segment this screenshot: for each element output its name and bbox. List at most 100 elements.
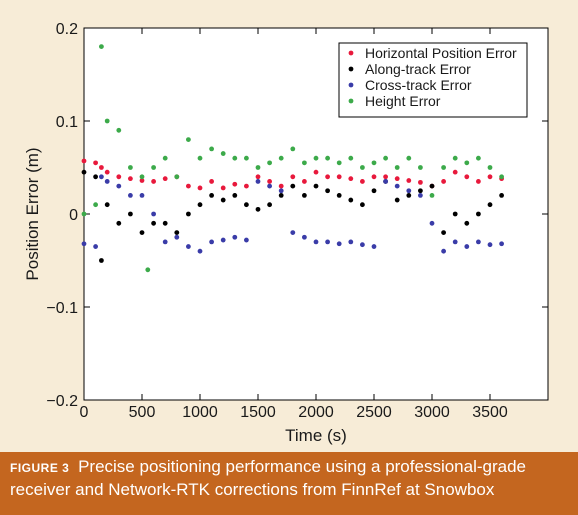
- data-point: [499, 193, 504, 198]
- data-point: [267, 179, 272, 184]
- data-point: [139, 230, 145, 236]
- data-point: [371, 160, 377, 166]
- data-point: [162, 176, 168, 182]
- y-tick-label: 0.1: [56, 114, 78, 131]
- data-point: [197, 155, 203, 161]
- data-point: [406, 155, 412, 161]
- data-point: [383, 155, 388, 161]
- data-point: [127, 176, 133, 182]
- data-point: [383, 179, 388, 184]
- data-point: [104, 202, 110, 208]
- data-point: [325, 155, 330, 161]
- data-point: [255, 179, 261, 184]
- data-point: [290, 230, 296, 236]
- data-point: [186, 137, 191, 143]
- data-point: [348, 239, 354, 245]
- data-point: [209, 179, 215, 184]
- data-point: [116, 174, 122, 180]
- data-points: [81, 44, 504, 273]
- data-point: [394, 176, 400, 182]
- y-tick-label: 0: [69, 207, 78, 224]
- legend-entry: Horizontal Position Error: [365, 45, 517, 61]
- data-point: [429, 220, 435, 226]
- data-point: [360, 179, 365, 184]
- x-tick-label: 1000: [182, 404, 218, 421]
- data-point: [394, 183, 400, 189]
- data-point: [99, 174, 104, 180]
- y-tick-label: −0.2: [46, 393, 78, 410]
- data-point: [313, 239, 319, 245]
- y-tick-label: −0.1: [46, 300, 78, 317]
- data-point: [429, 183, 435, 189]
- data-point: [93, 244, 98, 249]
- data-point: [278, 188, 284, 194]
- data-point: [104, 179, 110, 184]
- data-point: [197, 185, 203, 191]
- data-point: [348, 176, 354, 182]
- data-point: [209, 193, 215, 198]
- data-point: [418, 179, 423, 185]
- data-point: [302, 234, 307, 240]
- data-point: [360, 242, 365, 248]
- figure-caption-text: Precise positioning performance using a …: [10, 457, 526, 499]
- data-point: [406, 178, 412, 183]
- data-point: [244, 183, 249, 189]
- data-point: [197, 202, 203, 208]
- axis-ticks: 0 500 1000 1500 2000 2500 3000 3500 −0.2 −0.1 0 0.1…: [46, 21, 548, 421]
- figure-caption: FIGURE 3 Precise positioning performance…: [0, 452, 578, 515]
- data-point: [145, 267, 151, 273]
- data-point: [81, 169, 87, 175]
- data-point: [127, 193, 133, 198]
- data-point: [325, 174, 330, 180]
- data-point: [499, 174, 504, 180]
- data-point: [452, 211, 458, 217]
- data-point: [232, 193, 238, 198]
- y-tick-label: 0.2: [56, 21, 78, 38]
- legend-marker: [348, 50, 354, 56]
- data-point: [99, 44, 104, 49]
- data-point: [267, 160, 272, 166]
- x-axis-label: Time (s): [285, 426, 347, 445]
- data-point: [476, 155, 481, 161]
- data-point: [418, 188, 423, 194]
- data-point: [244, 202, 249, 208]
- y-axis-label: Position Error (m): [23, 147, 42, 280]
- data-point: [302, 160, 307, 166]
- data-point: [278, 155, 284, 161]
- x-tick-label: 2000: [298, 404, 334, 421]
- data-point: [441, 248, 446, 254]
- data-point: [81, 158, 87, 164]
- data-point: [429, 193, 435, 198]
- chart: 0 500 1000 1500 2000 2500 3000 3500 −0.2 −0.1 0 0.1…: [23, 21, 549, 445]
- data-point: [197, 248, 203, 254]
- data-point: [93, 202, 98, 208]
- data-point: [186, 183, 191, 189]
- x-tick-label: 0: [80, 404, 89, 421]
- data-point: [464, 174, 470, 180]
- x-tick-label: 3500: [472, 404, 508, 421]
- data-point: [441, 179, 446, 184]
- x-tick-label: 3000: [414, 404, 450, 421]
- data-point: [290, 183, 296, 189]
- data-point: [174, 174, 180, 180]
- data-point: [290, 174, 296, 180]
- data-point: [93, 160, 98, 166]
- data-point: [220, 185, 226, 191]
- data-point: [81, 211, 87, 217]
- data-point: [394, 197, 400, 203]
- data-point: [232, 181, 238, 187]
- data-point: [220, 197, 226, 203]
- legend-box: [338, 42, 528, 118]
- legend-entry: Cross-track Error: [365, 77, 472, 93]
- data-point: [290, 146, 296, 152]
- data-point: [232, 234, 238, 240]
- data-point: [336, 160, 342, 166]
- data-point: [278, 183, 284, 189]
- data-point: [186, 211, 191, 217]
- data-point: [255, 165, 261, 170]
- data-point: [151, 179, 157, 184]
- data-point: [104, 169, 110, 175]
- data-point: [104, 118, 110, 124]
- data-point: [267, 183, 272, 189]
- data-point: [139, 193, 145, 198]
